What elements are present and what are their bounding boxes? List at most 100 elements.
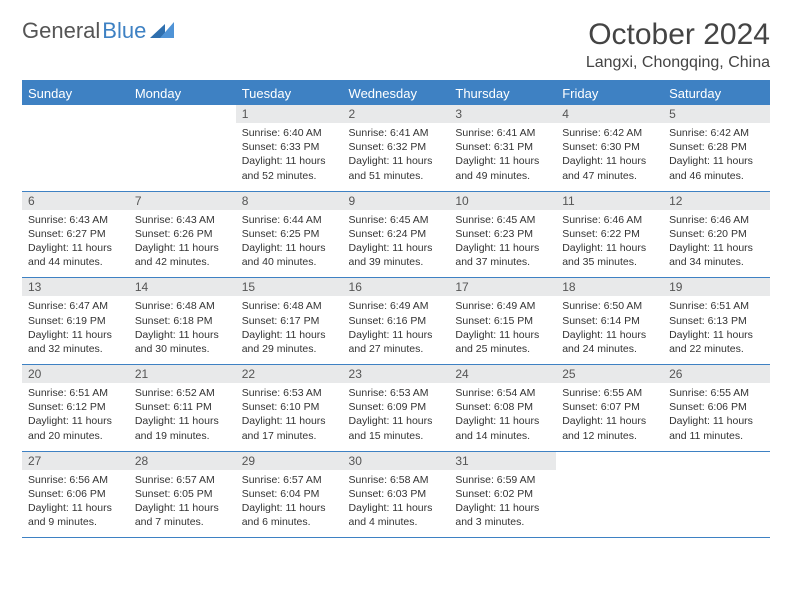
calendar-day-cell: 17Sunrise: 6:49 AMSunset: 6:15 PMDayligh… [449,278,556,365]
day-details: Sunrise: 6:41 AMSunset: 6:32 PMDaylight:… [343,123,450,191]
logo-text-blue: Blue [102,18,146,44]
calendar-day-cell: 15Sunrise: 6:48 AMSunset: 6:17 PMDayligh… [236,278,343,365]
calendar-week-row: ....1Sunrise: 6:40 AMSunset: 6:33 PMDayl… [22,105,770,191]
day-details: Sunrise: 6:46 AMSunset: 6:20 PMDaylight:… [663,210,770,278]
calendar-day-cell: 27Sunrise: 6:56 AMSunset: 6:06 PMDayligh… [22,451,129,538]
day-number: 25 [556,365,663,383]
calendar-day-cell: 4Sunrise: 6:42 AMSunset: 6:30 PMDaylight… [556,105,663,191]
calendar-week-row: 27Sunrise: 6:56 AMSunset: 6:06 PMDayligh… [22,451,770,538]
weekday-header: Monday [129,82,236,105]
calendar-day-cell: 26Sunrise: 6:55 AMSunset: 6:06 PMDayligh… [663,365,770,452]
day-details: Sunrise: 6:57 AMSunset: 6:05 PMDaylight:… [129,470,236,538]
calendar-day-cell: 20Sunrise: 6:51 AMSunset: 6:12 PMDayligh… [22,365,129,452]
calendar-day-cell: .. [556,451,663,538]
day-number: 9 [343,192,450,210]
calendar-day-cell: 3Sunrise: 6:41 AMSunset: 6:31 PMDaylight… [449,105,556,191]
day-details: Sunrise: 6:51 AMSunset: 6:12 PMDaylight:… [22,383,129,451]
calendar-day-cell: 11Sunrise: 6:46 AMSunset: 6:22 PMDayligh… [556,191,663,278]
day-number: 27 [22,452,129,470]
day-number: 22 [236,365,343,383]
calendar-day-cell: 1Sunrise: 6:40 AMSunset: 6:33 PMDaylight… [236,105,343,191]
day-details: Sunrise: 6:44 AMSunset: 6:25 PMDaylight:… [236,210,343,278]
calendar-day-cell: .. [22,105,129,191]
day-details: Sunrise: 6:48 AMSunset: 6:17 PMDaylight:… [236,296,343,364]
calendar-day-cell: 5Sunrise: 6:42 AMSunset: 6:28 PMDaylight… [663,105,770,191]
calendar-day-cell: .. [663,451,770,538]
calendar-day-cell: 23Sunrise: 6:53 AMSunset: 6:09 PMDayligh… [343,365,450,452]
logo-mark-icon [150,18,176,44]
calendar-day-cell: 14Sunrise: 6:48 AMSunset: 6:18 PMDayligh… [129,278,236,365]
day-details: Sunrise: 6:58 AMSunset: 6:03 PMDaylight:… [343,470,450,538]
day-details: Sunrise: 6:52 AMSunset: 6:11 PMDaylight:… [129,383,236,451]
day-number: 14 [129,278,236,296]
logo: GeneralBlue [22,18,176,44]
title-block: October 2024 Langxi, Chongqing, China [586,18,770,72]
calendar-day-cell: 28Sunrise: 6:57 AMSunset: 6:05 PMDayligh… [129,451,236,538]
day-number: 2 [343,105,450,123]
day-details: Sunrise: 6:45 AMSunset: 6:23 PMDaylight:… [449,210,556,278]
day-details: Sunrise: 6:47 AMSunset: 6:19 PMDaylight:… [22,296,129,364]
day-number: 13 [22,278,129,296]
weekday-header: Saturday [663,82,770,105]
day-number: 5 [663,105,770,123]
day-details: Sunrise: 6:43 AMSunset: 6:27 PMDaylight:… [22,210,129,278]
calendar-day-cell: 19Sunrise: 6:51 AMSunset: 6:13 PMDayligh… [663,278,770,365]
calendar-body: ....1Sunrise: 6:40 AMSunset: 6:33 PMDayl… [22,105,770,538]
day-details: Sunrise: 6:50 AMSunset: 6:14 PMDaylight:… [556,296,663,364]
day-number: 15 [236,278,343,296]
day-details: Sunrise: 6:41 AMSunset: 6:31 PMDaylight:… [449,123,556,191]
weekday-header: Wednesday [343,82,450,105]
day-number: 21 [129,365,236,383]
day-number: 8 [236,192,343,210]
weekday-header: Tuesday [236,82,343,105]
day-number: 28 [129,452,236,470]
day-details: Sunrise: 6:42 AMSunset: 6:28 PMDaylight:… [663,123,770,191]
calendar-day-cell: 21Sunrise: 6:52 AMSunset: 6:11 PMDayligh… [129,365,236,452]
calendar-day-cell: 18Sunrise: 6:50 AMSunset: 6:14 PMDayligh… [556,278,663,365]
calendar-day-cell: 7Sunrise: 6:43 AMSunset: 6:26 PMDaylight… [129,191,236,278]
day-details: Sunrise: 6:59 AMSunset: 6:02 PMDaylight:… [449,470,556,538]
calendar-week-row: 6Sunrise: 6:43 AMSunset: 6:27 PMDaylight… [22,191,770,278]
calendar-day-cell: 2Sunrise: 6:41 AMSunset: 6:32 PMDaylight… [343,105,450,191]
day-number: 12 [663,192,770,210]
page-title: October 2024 [586,18,770,52]
calendar-week-row: 20Sunrise: 6:51 AMSunset: 6:12 PMDayligh… [22,365,770,452]
day-details: Sunrise: 6:53 AMSunset: 6:10 PMDaylight:… [236,383,343,451]
calendar-day-cell: 22Sunrise: 6:53 AMSunset: 6:10 PMDayligh… [236,365,343,452]
calendar-day-cell: 25Sunrise: 6:55 AMSunset: 6:07 PMDayligh… [556,365,663,452]
day-details: Sunrise: 6:55 AMSunset: 6:07 PMDaylight:… [556,383,663,451]
calendar-day-cell: 30Sunrise: 6:58 AMSunset: 6:03 PMDayligh… [343,451,450,538]
calendar-day-cell: 6Sunrise: 6:43 AMSunset: 6:27 PMDaylight… [22,191,129,278]
day-number: 29 [236,452,343,470]
day-details: Sunrise: 6:54 AMSunset: 6:08 PMDaylight:… [449,383,556,451]
day-number: 31 [449,452,556,470]
calendar-day-cell: 10Sunrise: 6:45 AMSunset: 6:23 PMDayligh… [449,191,556,278]
weekday-header: Thursday [449,82,556,105]
calendar-day-cell: .. [129,105,236,191]
day-details: Sunrise: 6:42 AMSunset: 6:30 PMDaylight:… [556,123,663,191]
day-details: Sunrise: 6:51 AMSunset: 6:13 PMDaylight:… [663,296,770,364]
logo-text-general: General [22,18,100,44]
calendar-day-cell: 12Sunrise: 6:46 AMSunset: 6:20 PMDayligh… [663,191,770,278]
day-number: 17 [449,278,556,296]
calendar-day-cell: 9Sunrise: 6:45 AMSunset: 6:24 PMDaylight… [343,191,450,278]
calendar-table: SundayMondayTuesdayWednesdayThursdayFrid… [22,82,770,538]
day-number: 16 [343,278,450,296]
day-details: Sunrise: 6:57 AMSunset: 6:04 PMDaylight:… [236,470,343,538]
day-details: Sunrise: 6:55 AMSunset: 6:06 PMDaylight:… [663,383,770,451]
day-number: 1 [236,105,343,123]
day-details: Sunrise: 6:56 AMSunset: 6:06 PMDaylight:… [22,470,129,538]
day-details: Sunrise: 6:49 AMSunset: 6:16 PMDaylight:… [343,296,450,364]
day-number: 23 [343,365,450,383]
day-details: Sunrise: 6:45 AMSunset: 6:24 PMDaylight:… [343,210,450,278]
weekday-header: Sunday [22,82,129,105]
calendar-head: SundayMondayTuesdayWednesdayThursdayFrid… [22,82,770,105]
day-number: 24 [449,365,556,383]
calendar-day-cell: 16Sunrise: 6:49 AMSunset: 6:16 PMDayligh… [343,278,450,365]
day-number: 11 [556,192,663,210]
day-details: Sunrise: 6:53 AMSunset: 6:09 PMDaylight:… [343,383,450,451]
day-number: 20 [22,365,129,383]
day-number: 26 [663,365,770,383]
day-details: Sunrise: 6:48 AMSunset: 6:18 PMDaylight:… [129,296,236,364]
day-number: 30 [343,452,450,470]
